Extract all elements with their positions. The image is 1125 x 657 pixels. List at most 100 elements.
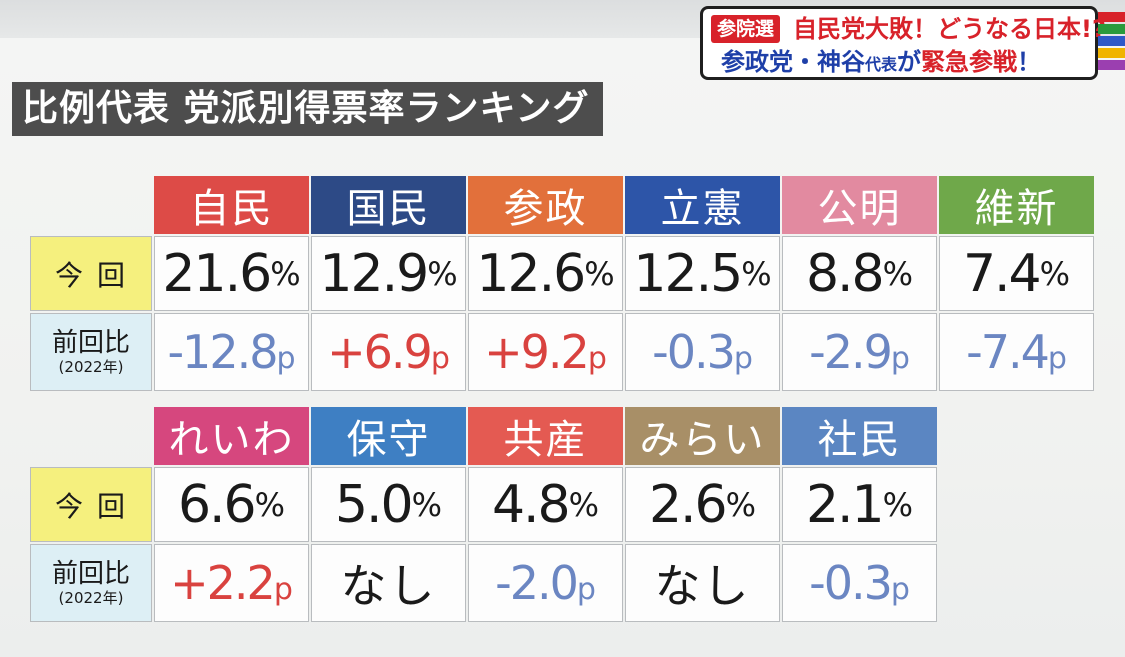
compare-year-label: (2022年) xyxy=(58,588,124,607)
percent-unit: % xyxy=(270,254,301,293)
change-cell: +9.2 p xyxy=(468,313,623,391)
news-banner: 参院選 自民党大敗！どうなる日本!? 参政党・神谷代表が緊急参戦！ xyxy=(700,6,1106,80)
point-unit: p xyxy=(1047,340,1067,376)
change-value: -0.3 xyxy=(652,325,736,379)
change-value: -2.9 xyxy=(809,325,893,379)
vote-share-value: 6.6 xyxy=(177,474,257,535)
vote-share-value: 2.6 xyxy=(648,474,728,535)
vote-share-cell: 7.4% xyxy=(939,236,1094,311)
change-cell: なし xyxy=(311,544,466,622)
vote-share-cell: 5.0% xyxy=(311,467,466,542)
compare-label: 前回比 xyxy=(51,327,130,358)
vote-share-value: 12.5 xyxy=(633,243,743,304)
party-header: 自民 xyxy=(154,176,309,234)
point-unit: p xyxy=(890,340,910,376)
change-cell: なし xyxy=(625,544,780,622)
vote-share-cell: 4.8% xyxy=(468,467,623,542)
change-value: -0.3 xyxy=(809,556,893,610)
point-unit: p xyxy=(276,340,296,376)
change-cell: -0.3 p xyxy=(625,313,780,391)
vote-share-cell: 12.5% xyxy=(625,236,780,311)
row-label-compare: 前回比 (2022年) xyxy=(30,544,152,622)
vote-share-cell: 6.6% xyxy=(154,467,309,542)
change-value: なし xyxy=(654,559,751,613)
change-cell: -7.4 p xyxy=(939,313,1094,391)
banner-sub-small: 代表 xyxy=(865,55,898,74)
color-bar-purple xyxy=(1098,60,1125,70)
ranking-table-top: 自民 国民 参政 立憲 公明 維新 今回 21.6% 12.9% 12.6% 12.5% 8.8% 7.… xyxy=(30,176,1094,391)
party-header: 国民 xyxy=(311,176,466,234)
vote-share-value: 2.1 xyxy=(805,474,885,535)
percent-unit: % xyxy=(568,485,600,524)
vote-share-value: 8.8 xyxy=(805,243,885,304)
row-label-now: 今回 xyxy=(30,236,152,311)
point-unit: p xyxy=(273,571,293,607)
percent-unit: % xyxy=(427,254,458,293)
header-corner xyxy=(30,407,152,465)
change-value: -12.8 xyxy=(167,325,278,379)
party-header: れいわ xyxy=(154,407,309,465)
ranking-table-bottom: れいわ 保守 共産 みらい 社民 今回 6.6% 5.0% 4.8% 2.6% 2.1% 前回比 (20… xyxy=(30,407,937,622)
vote-share-value: 21.6 xyxy=(162,243,272,304)
banner-sub-red: 緊急参戦 xyxy=(921,48,1018,76)
vote-share-cell: 21.6% xyxy=(154,236,309,311)
change-cell: +6.9 p xyxy=(311,313,466,391)
vote-share-value: 5.0 xyxy=(334,474,414,535)
row-label-now: 今回 xyxy=(30,467,152,542)
point-unit: p xyxy=(733,340,753,376)
compare-label: 前回比 xyxy=(51,558,130,589)
party-header: 立憲 xyxy=(625,176,780,234)
vote-share-value: 7.4 xyxy=(962,243,1042,304)
party-header: 公明 xyxy=(782,176,937,234)
banner-sub-b: が xyxy=(897,48,922,76)
change-value: -2.0 xyxy=(495,556,579,610)
change-cell: -12.8 p xyxy=(154,313,309,391)
vote-share-cell: 2.1% xyxy=(782,467,937,542)
change-cell: -2.0 p xyxy=(468,544,623,622)
party-header: 参政 xyxy=(468,176,623,234)
compare-year-label: (2022年) xyxy=(58,357,124,376)
party-header: 社民 xyxy=(782,407,937,465)
color-bar-blue xyxy=(1098,36,1125,46)
vote-share-cell: 8.8% xyxy=(782,236,937,311)
change-cell: +2.2 p xyxy=(154,544,309,622)
change-value: +9.2 xyxy=(484,325,590,379)
point-unit: p xyxy=(576,571,596,607)
percent-unit: % xyxy=(1039,254,1071,293)
banner-sub-a: 参政党・神谷 xyxy=(721,48,865,76)
vote-share-cell: 12.9% xyxy=(311,236,466,311)
point-unit: p xyxy=(890,571,910,607)
vote-share-cell: 12.6% xyxy=(468,236,623,311)
party-header: 保守 xyxy=(311,407,466,465)
percent-unit: % xyxy=(584,254,615,293)
percent-unit: % xyxy=(254,485,286,524)
point-unit: p xyxy=(587,340,607,376)
page-title: 比例代表 党派別得票率ランキング xyxy=(12,82,604,136)
banner-tag: 参院選 xyxy=(711,15,781,43)
percent-unit: % xyxy=(882,254,914,293)
percent-unit: % xyxy=(882,485,914,524)
change-value: なし xyxy=(340,559,437,613)
header-corner xyxy=(30,176,152,234)
change-cell: -0.3 p xyxy=(782,544,937,622)
percent-unit: % xyxy=(411,485,443,524)
banner-subheadline: 参政党・神谷代表が緊急参戦！ xyxy=(721,47,1041,80)
banner-headline: 自民党大敗！どうなる日本!? xyxy=(793,15,1106,43)
color-bar-green xyxy=(1098,24,1125,34)
color-bar-yellow xyxy=(1098,48,1125,58)
vote-share-cell: 2.6% xyxy=(625,467,780,542)
point-unit: p xyxy=(430,340,450,376)
row-label-compare: 前回比 (2022年) xyxy=(30,313,152,391)
vote-share-value: 4.8 xyxy=(491,474,571,535)
percent-unit: % xyxy=(725,485,757,524)
color-bar-red xyxy=(1098,12,1125,22)
party-header: 維新 xyxy=(939,176,1094,234)
party-header: 共産 xyxy=(468,407,623,465)
banner-sub-c: ！ xyxy=(1017,48,1042,76)
percent-unit: % xyxy=(741,254,772,293)
change-value: +6.9 xyxy=(327,325,433,379)
party-header: みらい xyxy=(625,407,780,465)
change-value: -7.4 xyxy=(966,325,1050,379)
vote-share-value: 12.6 xyxy=(476,243,586,304)
vote-share-value: 12.9 xyxy=(319,243,429,304)
